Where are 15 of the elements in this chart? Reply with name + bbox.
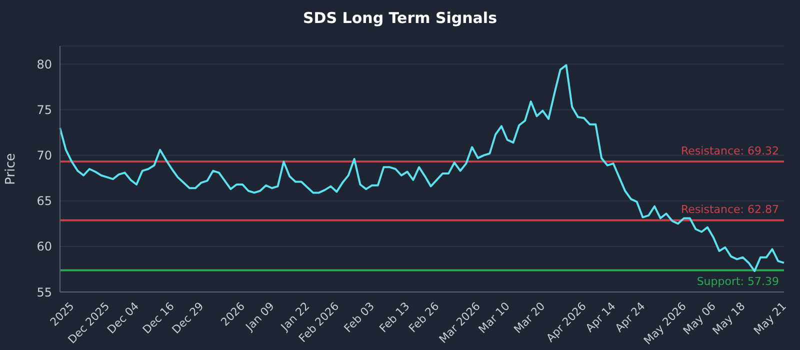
y-tick-label: 70 xyxy=(36,148,52,163)
x-tick-label: Feb 03 xyxy=(342,300,377,336)
line-series xyxy=(59,64,785,272)
y-tick-label: 75 xyxy=(36,103,52,118)
y-tick-label: 55 xyxy=(36,285,52,300)
chart-title: SDS Long Term Signals xyxy=(302,8,498,29)
y-tick-label: 80 xyxy=(36,57,52,72)
ref-line-label: Support: 57.39 xyxy=(696,275,779,288)
x-tick-label: Jan 09 xyxy=(242,300,277,334)
y-axis-title: Price xyxy=(4,153,19,185)
ref-line-label: Resistance: 62.87 xyxy=(681,203,779,216)
x-tick-label: Mar 20 xyxy=(511,300,548,336)
y-tick-label: 60 xyxy=(36,240,52,254)
ref-line-label: Resistance: 69.32 xyxy=(681,144,779,158)
y-tick-label: 65 xyxy=(36,194,52,208)
